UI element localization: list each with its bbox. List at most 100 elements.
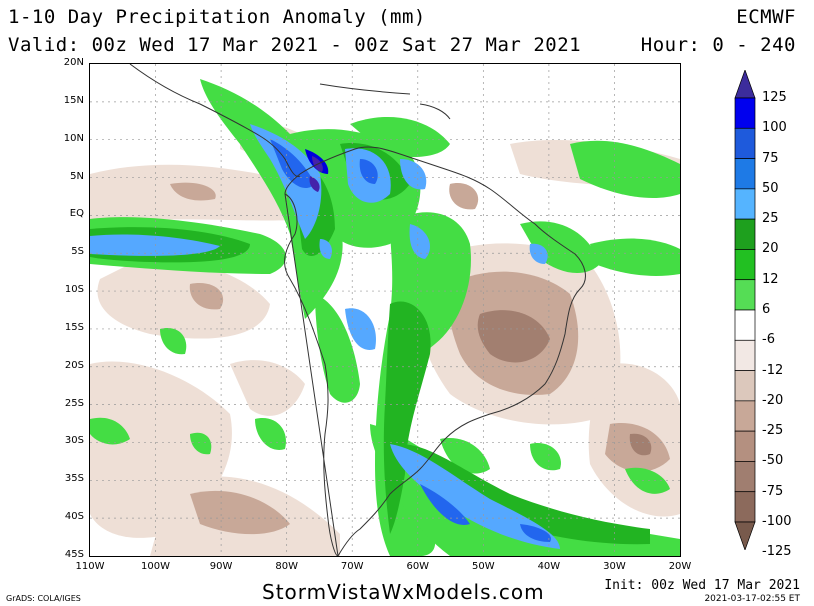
lat-label: 40S xyxy=(64,511,84,523)
south-america-coast xyxy=(284,146,586,556)
anomaly-contour xyxy=(629,433,652,456)
colorbar-segment xyxy=(734,127,756,159)
grads-credit: GrADS: COLA/IGES xyxy=(6,594,81,603)
anomaly-contour xyxy=(200,79,343,319)
colorbar-label: -6 xyxy=(762,332,775,348)
colorbar-top-arrow xyxy=(734,70,756,99)
anomaly-contour xyxy=(449,183,479,210)
colorbar-segment xyxy=(734,400,756,432)
colorbar-label: -75 xyxy=(762,483,784,499)
anomaly-contour xyxy=(250,124,322,239)
lon-label: 30W xyxy=(603,561,626,572)
colorbar-segment xyxy=(734,158,756,190)
anomaly-contour xyxy=(90,234,220,256)
lon-label: 80W xyxy=(275,561,298,572)
lon-label: 40W xyxy=(537,561,561,572)
lat-lon-grid xyxy=(90,64,680,556)
colorbar-label: 20 xyxy=(762,241,779,257)
lat-label: 35S xyxy=(64,473,84,485)
anomaly-contour xyxy=(90,417,130,445)
anomaly-contour xyxy=(370,424,680,556)
lat-label: 5S xyxy=(71,246,84,258)
colorbar-label: -12 xyxy=(762,362,784,378)
precip-anomaly-map xyxy=(89,63,681,557)
anomaly-contour xyxy=(420,484,470,525)
lon-label: 100W xyxy=(141,561,171,572)
anomaly-contour xyxy=(383,301,431,534)
anomaly-contour xyxy=(190,490,290,535)
colorbar-label: 125 xyxy=(762,90,787,105)
anomaly-contour xyxy=(477,310,550,363)
anomaly-contour xyxy=(590,238,680,276)
anomaly-contour xyxy=(400,444,650,545)
colorbar-segment xyxy=(734,370,756,402)
anomaly-contour xyxy=(255,418,286,450)
page-title: 1-10 Day Precipitation Anomaly (mm) xyxy=(8,6,426,28)
dry-anomaly-dark xyxy=(477,310,652,456)
lat-label: 30S xyxy=(64,435,84,447)
anomaly-contour xyxy=(270,139,315,189)
anomaly-contour xyxy=(530,443,561,471)
anomaly-contour xyxy=(190,432,212,455)
site-watermark: StormVistaWxModels.com xyxy=(262,580,545,604)
colorbar-bottom-arrow xyxy=(734,521,756,550)
anomaly-contour xyxy=(625,467,670,494)
anomaly-contour xyxy=(230,360,305,416)
colorbar-segment xyxy=(734,491,756,523)
colorbar-segment xyxy=(734,461,756,493)
anomaly-contour xyxy=(189,283,224,310)
color-bar xyxy=(734,70,756,550)
lat-label: 10S xyxy=(64,284,84,296)
colorbar-label: 12 xyxy=(762,271,779,287)
colorbar-label: 100 xyxy=(762,120,787,136)
anomaly-contour xyxy=(390,444,560,549)
anomaly-contour xyxy=(309,176,320,192)
lon-label: 20W xyxy=(668,561,692,572)
colorbar-segment xyxy=(734,430,756,462)
anomaly-contour xyxy=(319,239,332,259)
colorbar-label: 6 xyxy=(762,302,771,317)
lat-label: 15S xyxy=(64,321,84,333)
colorbar-segment xyxy=(734,218,756,250)
colorbar-segment xyxy=(734,188,756,220)
anomaly-contour xyxy=(350,116,450,157)
lat-label: 45S xyxy=(64,549,84,560)
anomaly-contour xyxy=(440,438,490,474)
lat-label: 20N xyxy=(63,57,84,68)
anomaly-contour xyxy=(409,224,430,259)
lat-label: 15N xyxy=(63,94,84,106)
anomaly-contour xyxy=(400,159,427,190)
colorbar-segment xyxy=(734,279,756,311)
lat-label: 10N xyxy=(63,132,84,144)
anomaly-contour xyxy=(97,260,270,339)
anomaly-contour xyxy=(170,182,216,201)
colorbar-segment xyxy=(734,339,756,371)
colorbar-segment xyxy=(734,309,756,341)
anomaly-contour xyxy=(520,524,551,542)
colorbar-label: 25 xyxy=(762,211,779,227)
colorbar-label: 75 xyxy=(762,150,779,166)
anomaly-contour xyxy=(160,328,187,355)
colorbar-label: -100 xyxy=(762,514,792,529)
colorbar-label: 50 xyxy=(762,180,779,196)
init-time: Init: 00z Wed 17 Mar 2021 xyxy=(604,578,800,593)
lat-label: EQ xyxy=(69,208,84,220)
model-name: ECMWF xyxy=(736,6,796,28)
caribbean-islands xyxy=(319,83,451,120)
map-canvas xyxy=(90,64,680,556)
lat-label: 5N xyxy=(70,170,84,182)
generated-timestamp: 2021-03-17-02:55 ET xyxy=(704,594,800,604)
lon-label: 60W xyxy=(406,561,430,572)
colorbar-segment xyxy=(734,249,756,281)
lon-label: 70W xyxy=(340,561,364,572)
valid-period: Valid: 00z Wed 17 Mar 2021 - 00z Sat 27 … xyxy=(8,34,582,56)
lon-label: 90W xyxy=(209,561,233,572)
central-america-coast xyxy=(129,64,301,178)
colorbar-label: -20 xyxy=(762,392,784,408)
colorbar-label: -25 xyxy=(762,423,784,439)
anomaly-contour xyxy=(570,140,680,199)
lon-label: 110W xyxy=(75,561,105,572)
lon-label: 50W xyxy=(472,561,495,572)
lat-label: 25S xyxy=(64,397,84,409)
anomaly-contour xyxy=(529,243,548,264)
